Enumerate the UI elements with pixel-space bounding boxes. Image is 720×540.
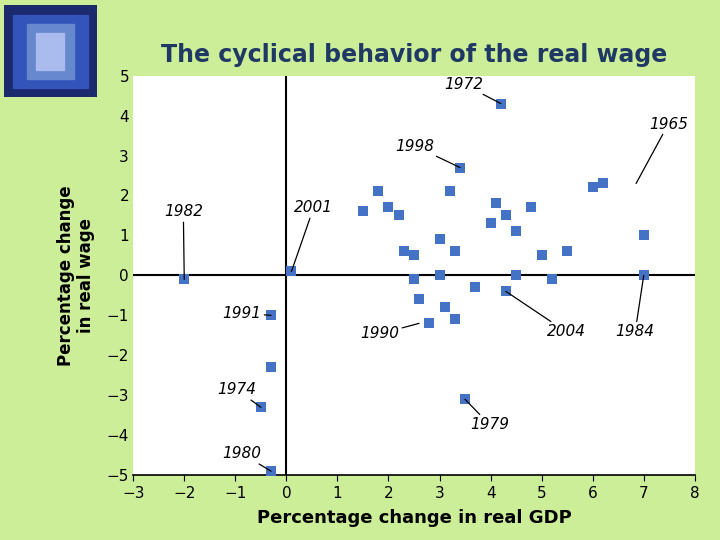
Text: 2001: 2001: [292, 200, 333, 272]
Text: 1990: 1990: [361, 323, 419, 341]
Point: [526, 203, 537, 212]
Point: [265, 467, 276, 476]
Point: [423, 319, 435, 328]
Point: [562, 247, 573, 256]
Point: [500, 211, 512, 220]
Point: [444, 187, 456, 196]
Point: [449, 315, 461, 323]
Point: [398, 247, 410, 256]
Point: [638, 231, 649, 240]
Text: 1998: 1998: [395, 139, 460, 167]
Point: [536, 251, 547, 260]
Point: [179, 275, 190, 284]
Text: 1984: 1984: [616, 275, 654, 339]
Point: [265, 363, 276, 372]
Point: [454, 163, 466, 172]
Point: [490, 199, 501, 208]
Text: 1991: 1991: [222, 306, 271, 321]
X-axis label: Percentage change in real GDP: Percentage change in real GDP: [256, 509, 572, 527]
Point: [286, 267, 297, 276]
Point: [500, 287, 512, 296]
Text: 2004: 2004: [506, 292, 586, 339]
Point: [393, 211, 405, 220]
Point: [495, 99, 507, 108]
Point: [439, 303, 451, 312]
Point: [597, 179, 608, 188]
Text: 1972: 1972: [444, 77, 501, 104]
Point: [255, 403, 266, 411]
Point: [459, 395, 471, 403]
Point: [383, 203, 395, 212]
Point: [433, 271, 445, 280]
Point: [433, 235, 445, 244]
Point: [638, 271, 649, 280]
Text: 1982: 1982: [164, 205, 203, 279]
Text: 1979: 1979: [465, 399, 509, 432]
Point: [469, 283, 481, 292]
Point: [413, 295, 425, 303]
Point: [485, 219, 496, 228]
Bar: [36, 33, 65, 70]
Bar: [13, 15, 88, 88]
Text: 1974: 1974: [217, 382, 261, 407]
Point: [408, 275, 420, 284]
Title: The cyclical behavior of the real wage: The cyclical behavior of the real wage: [161, 43, 667, 67]
Point: [587, 183, 598, 192]
Point: [265, 311, 276, 320]
Point: [372, 187, 384, 196]
Text: 1980: 1980: [222, 446, 271, 471]
Point: [510, 227, 522, 236]
Text: 1965: 1965: [636, 117, 688, 184]
Point: [357, 207, 369, 216]
Point: [510, 271, 522, 280]
Point: [449, 247, 461, 256]
Bar: [27, 24, 74, 79]
Point: [408, 251, 420, 260]
Y-axis label: Percentage change
in real wage: Percentage change in real wage: [57, 185, 96, 366]
Point: [546, 275, 557, 284]
